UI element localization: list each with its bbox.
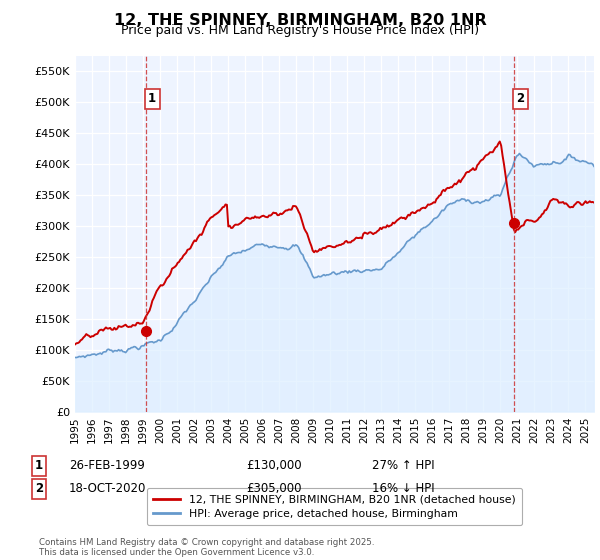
Text: £130,000: £130,000 [246, 459, 302, 473]
Text: 1: 1 [35, 459, 43, 473]
Text: 27% ↑ HPI: 27% ↑ HPI [372, 459, 434, 473]
Text: 2: 2 [517, 92, 525, 105]
Text: 2: 2 [35, 482, 43, 496]
Text: £305,000: £305,000 [246, 482, 302, 496]
Text: 12, THE SPINNEY, BIRMINGHAM, B20 1NR: 12, THE SPINNEY, BIRMINGHAM, B20 1NR [113, 13, 487, 29]
Legend: 12, THE SPINNEY, BIRMINGHAM, B20 1NR (detached house), HPI: Average price, detac: 12, THE SPINNEY, BIRMINGHAM, B20 1NR (de… [147, 488, 522, 525]
Text: Price paid vs. HM Land Registry's House Price Index (HPI): Price paid vs. HM Land Registry's House … [121, 24, 479, 37]
Text: Contains HM Land Registry data © Crown copyright and database right 2025.
This d: Contains HM Land Registry data © Crown c… [39, 538, 374, 557]
Text: 18-OCT-2020: 18-OCT-2020 [69, 482, 146, 496]
Text: 16% ↓ HPI: 16% ↓ HPI [372, 482, 434, 496]
Text: 1: 1 [148, 92, 156, 105]
Text: 26-FEB-1999: 26-FEB-1999 [69, 459, 145, 473]
